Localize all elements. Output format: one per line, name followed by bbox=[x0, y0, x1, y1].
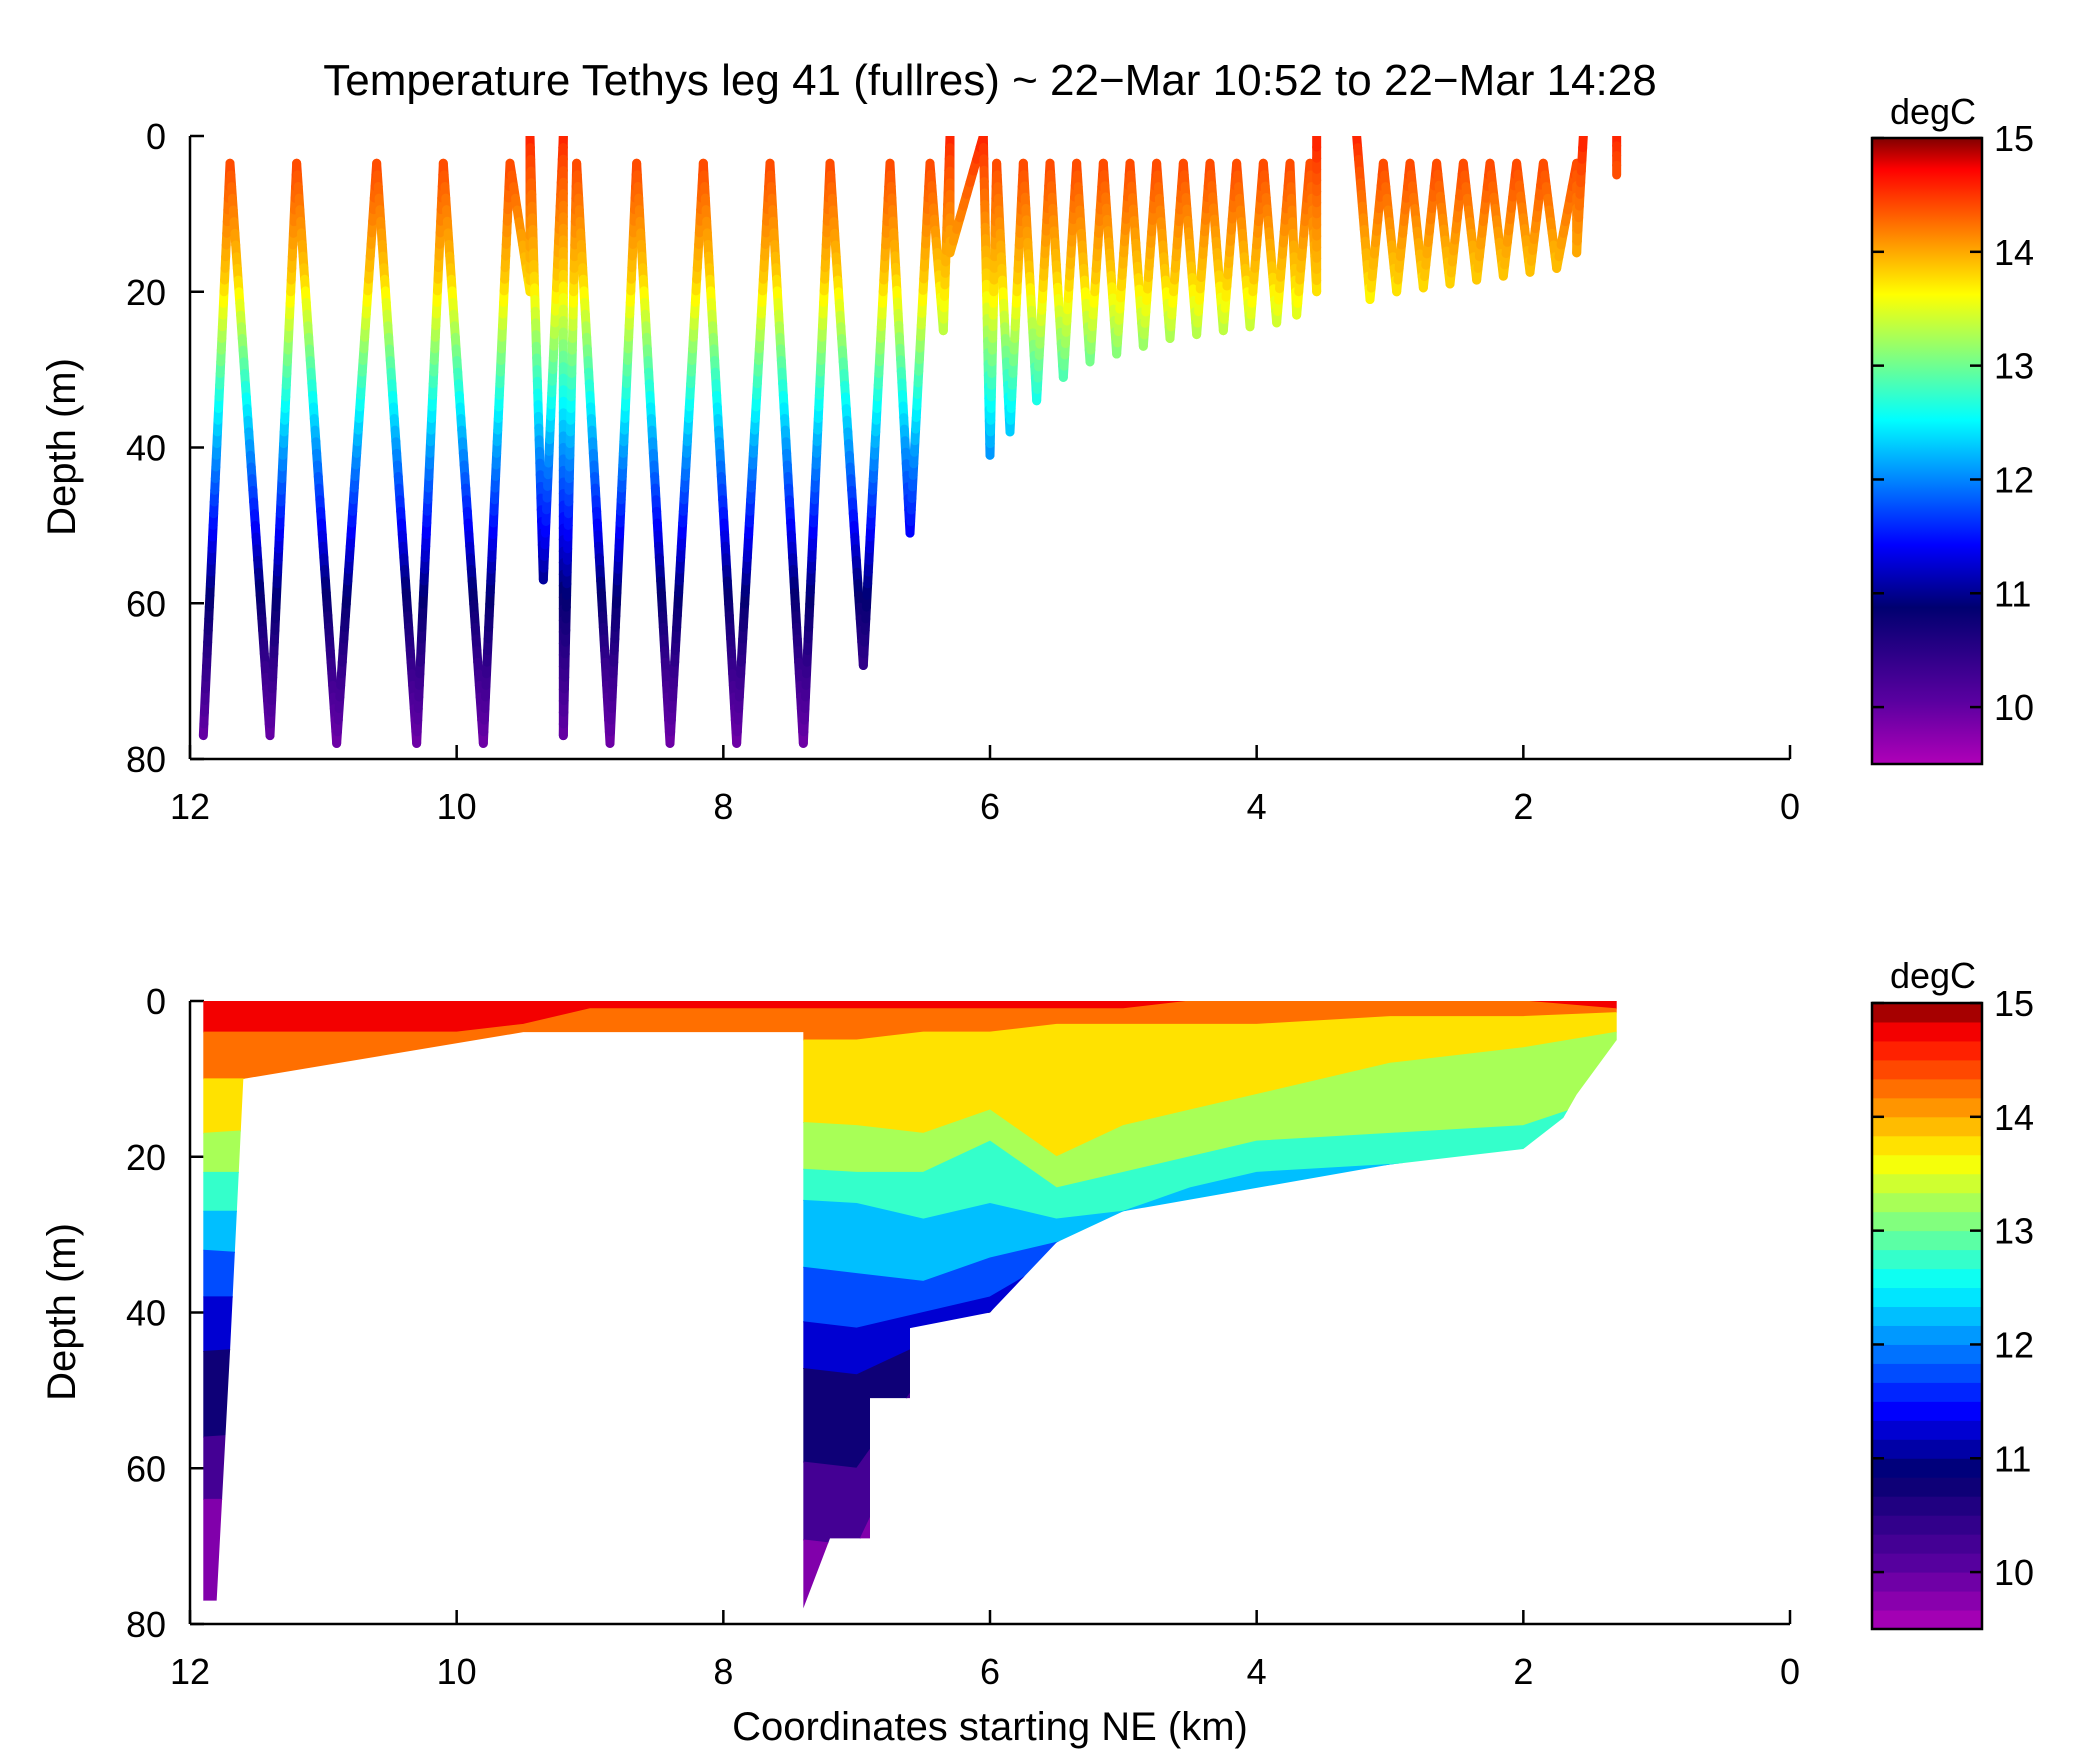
bottom-x-tick-label: 10 bbox=[437, 1651, 477, 1692]
top-x-tick-label: 4 bbox=[1247, 786, 1267, 827]
bottom-colorbar-band bbox=[1872, 1116, 1982, 1137]
yo-profile-segment bbox=[1578, 136, 1588, 153]
bottom-colorbar-band bbox=[1872, 1496, 1982, 1516]
bottom-colorbar-tick-label: 14 bbox=[1994, 1097, 2034, 1138]
bottom-colorbar-band bbox=[1872, 1021, 1982, 1042]
bottom-x-tick-label: 8 bbox=[713, 1651, 733, 1692]
bottom-colorbar-band bbox=[1872, 1059, 1982, 1080]
bottom-colorbar-band bbox=[1872, 1591, 1982, 1611]
top-colorbar: 10 11 12 13 14 15 bbox=[1870, 118, 2034, 766]
bottom-colorbar-band bbox=[1872, 1306, 1982, 1326]
bottom-colorbar-band bbox=[1872, 1325, 1982, 1345]
bottom-colorbar-band bbox=[1872, 1211, 1982, 1232]
bottom-colorbar-band bbox=[1872, 1192, 1982, 1213]
bottom-y-axis-label: Depth (m) bbox=[40, 1223, 84, 1401]
top-y-tick-label: 40 bbox=[126, 428, 166, 469]
bottom-colorbar-band bbox=[1872, 1097, 1982, 1118]
bottom-colorbar-band bbox=[1872, 1610, 1982, 1630]
bottom-y-tick-label: 0 bbox=[146, 981, 166, 1022]
contour-fill bbox=[203, 1001, 1617, 1609]
bottom-colorbar-band bbox=[1872, 1154, 1982, 1175]
top-x-tick-label: 12 bbox=[170, 786, 210, 827]
top-colorbar-tick-label: 10 bbox=[1994, 687, 2034, 728]
bottom-y-tick-label: 60 bbox=[126, 1448, 166, 1489]
bottom-colorbar-tick-label: 13 bbox=[1994, 1211, 2034, 1252]
bottom-y-tick-label: 40 bbox=[126, 1293, 166, 1334]
x-axis-label: Coordinates starting NE (km) bbox=[732, 1705, 1248, 1749]
bottom-colorbar-band bbox=[1872, 1003, 1982, 1023]
bottom-colorbar-tick-label: 15 bbox=[1994, 983, 2034, 1024]
bottom-colorbar-band bbox=[1872, 1458, 1982, 1478]
bottom-x-tick-label: 0 bbox=[1780, 1651, 1800, 1692]
bottom-colorbar-band bbox=[1872, 1230, 1982, 1251]
bottom-colorbar-frame bbox=[1870, 1001, 1984, 1631]
top-x-tick-label: 10 bbox=[437, 786, 477, 827]
bottom-y-tick-label: 20 bbox=[126, 1137, 166, 1178]
top-x-tick-label: 2 bbox=[1513, 786, 1533, 827]
top-colorbar-gradient bbox=[1872, 138, 1982, 764]
bottom-colorbar-band bbox=[1872, 1534, 1982, 1554]
bottom-colorbar-band bbox=[1872, 1553, 1982, 1573]
bottom-colorbar-band bbox=[1872, 1135, 1982, 1156]
chart-title: Temperature Tethys leg 41 (fullres) ~ 22… bbox=[323, 56, 1656, 105]
bottom-colorbar-band bbox=[1872, 1420, 1982, 1440]
bottom-colorbar-band bbox=[1872, 1363, 1982, 1383]
bottom-colorbar-band bbox=[1872, 1344, 1982, 1364]
bottom-colorbar-band bbox=[1872, 1287, 1982, 1308]
bottom-y-tick-label: 80 bbox=[126, 1604, 166, 1645]
top-colorbar-tick-label: 13 bbox=[1994, 346, 2034, 387]
bottom-colorbar-band bbox=[1872, 1439, 1982, 1459]
bottom-colorbar-band bbox=[1872, 1477, 1982, 1497]
bottom-colorbar-band bbox=[1872, 1401, 1982, 1421]
top-x-tick-label: 6 bbox=[980, 786, 1000, 827]
bottom-colorbar-band bbox=[1872, 1249, 1982, 1270]
top-colorbar-tick-label: 12 bbox=[1994, 459, 2034, 500]
top-y-axis-label: Depth (m) bbox=[40, 358, 84, 536]
top-colorbar-tick-label: 11 bbox=[1994, 573, 2031, 614]
top-y-tick-label: 80 bbox=[126, 739, 166, 780]
bottom-colorbar-band bbox=[1872, 1268, 1982, 1289]
bottom-colorbar: 10 11 12 13 14 15 bbox=[1870, 983, 2034, 1631]
top-y-tick-label: 60 bbox=[126, 583, 166, 624]
bottom-colorbar-band bbox=[1872, 1515, 1982, 1535]
bottom-colorbar-band bbox=[1872, 1040, 1982, 1061]
bottom-colorbar-band bbox=[1872, 1382, 1982, 1402]
top-x-tick-label: 0 bbox=[1780, 786, 1800, 827]
top-y-tick-label: 20 bbox=[126, 272, 166, 313]
bottom-x-tick-label: 4 bbox=[1247, 1651, 1267, 1692]
top-y-tick-label: 0 bbox=[146, 116, 166, 157]
bottom-colorbar-tick-label: 10 bbox=[1994, 1552, 2034, 1593]
top-x-tick-label: 8 bbox=[713, 786, 733, 827]
bottom-colorbar-band bbox=[1872, 1173, 1982, 1194]
bottom-colorbar-band bbox=[1872, 1572, 1982, 1592]
top-colorbar-tick-label: 15 bbox=[1994, 118, 2034, 159]
bottom-x-tick-label: 6 bbox=[980, 1651, 1000, 1692]
bottom-colorbar-tick-label: 12 bbox=[1994, 1324, 2034, 1365]
top-colorbar-tick-label: 14 bbox=[1994, 232, 2034, 273]
bottom-x-tick-label: 2 bbox=[1513, 1651, 1533, 1692]
bottom-x-tick-label: 12 bbox=[170, 1651, 210, 1692]
top-colorbar-frame bbox=[1870, 136, 1984, 766]
bottom-colorbar-tick-label: 11 bbox=[1994, 1438, 2031, 1479]
top-colorbar-label: degC bbox=[1890, 91, 1976, 132]
bottom-colorbar-band bbox=[1872, 1078, 1982, 1099]
yo-profiles bbox=[198, 136, 1622, 748]
bottom-colorbar-label: degC bbox=[1890, 955, 1976, 996]
